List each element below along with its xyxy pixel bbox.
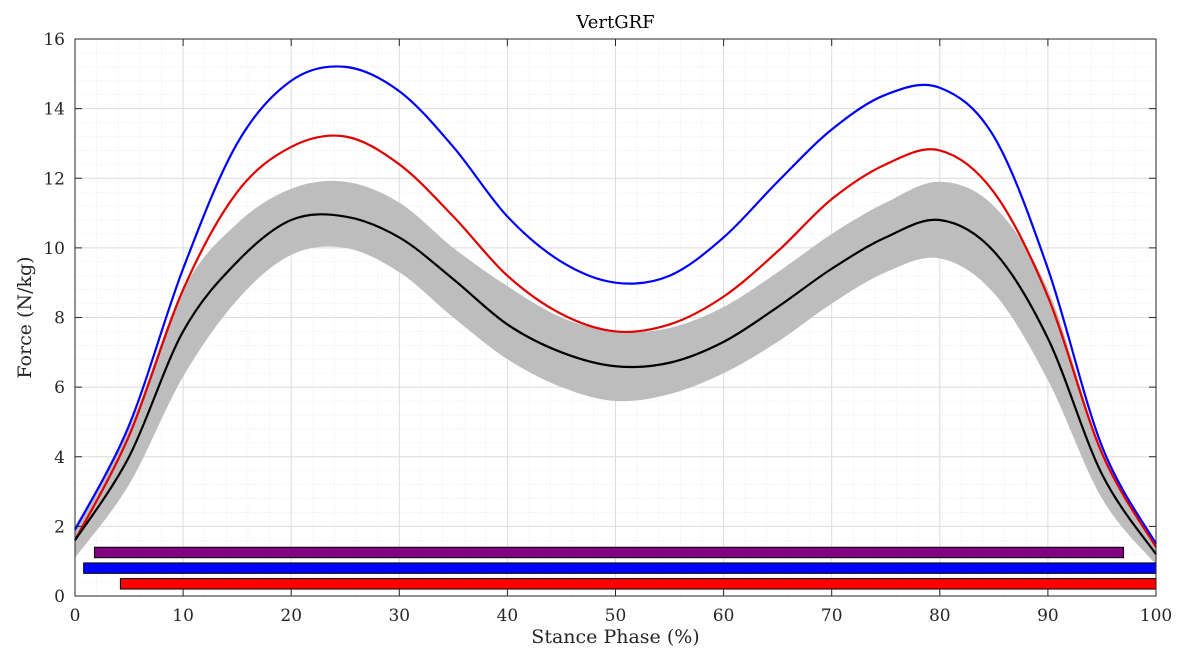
x-tick-label: 10 bbox=[172, 606, 194, 626]
x-tick-label: 0 bbox=[70, 606, 81, 626]
x-tick-label: 30 bbox=[388, 606, 410, 626]
x-tick-label: 70 bbox=[821, 606, 843, 626]
confidence-band-layer bbox=[75, 180, 1156, 565]
x-tick-label: 50 bbox=[605, 606, 627, 626]
chart-title: VertGRF bbox=[575, 12, 654, 33]
y-axis-title: Force (N/kg) bbox=[14, 256, 36, 378]
y-tick-label: 0 bbox=[54, 587, 65, 607]
y-tick-label: 10 bbox=[43, 239, 65, 259]
y-tick-label: 2 bbox=[54, 517, 65, 537]
y-tick-label: 8 bbox=[54, 309, 65, 329]
x-tick-label: 100 bbox=[1140, 606, 1172, 626]
x-tick-label: 60 bbox=[713, 606, 735, 626]
y-tick-label: 14 bbox=[43, 100, 65, 120]
std-band bbox=[75, 180, 1156, 565]
x-tick-label: 20 bbox=[280, 606, 302, 626]
x-axis-ticks: 0 10 20 30 40 50 60 70 80 90 100 bbox=[70, 39, 1172, 626]
y-axis-ticks: 0 2 4 6 8 10 12 14 16 bbox=[43, 30, 1156, 607]
red-significance-bar bbox=[119, 578, 1157, 590]
y-tick-label: 12 bbox=[43, 169, 65, 189]
x-axis-title: Stance Phase (%) bbox=[531, 626, 699, 648]
y-tick-label: 4 bbox=[54, 448, 65, 468]
x-tick-label: 80 bbox=[929, 606, 951, 626]
red-series-line bbox=[74, 134, 1157, 548]
significance-bars-layer bbox=[83, 546, 1157, 590]
series-lines-layer bbox=[74, 65, 1157, 555]
black-mean-line bbox=[74, 213, 1157, 555]
purple-significance-bar bbox=[93, 546, 1125, 559]
blue-significance-bar bbox=[83, 562, 1157, 574]
x-tick-label: 90 bbox=[1037, 606, 1059, 626]
x-tick-label: 40 bbox=[497, 606, 519, 626]
y-tick-label: 16 bbox=[43, 30, 65, 50]
blue-series-line bbox=[74, 65, 1157, 545]
y-tick-label: 6 bbox=[54, 378, 65, 398]
